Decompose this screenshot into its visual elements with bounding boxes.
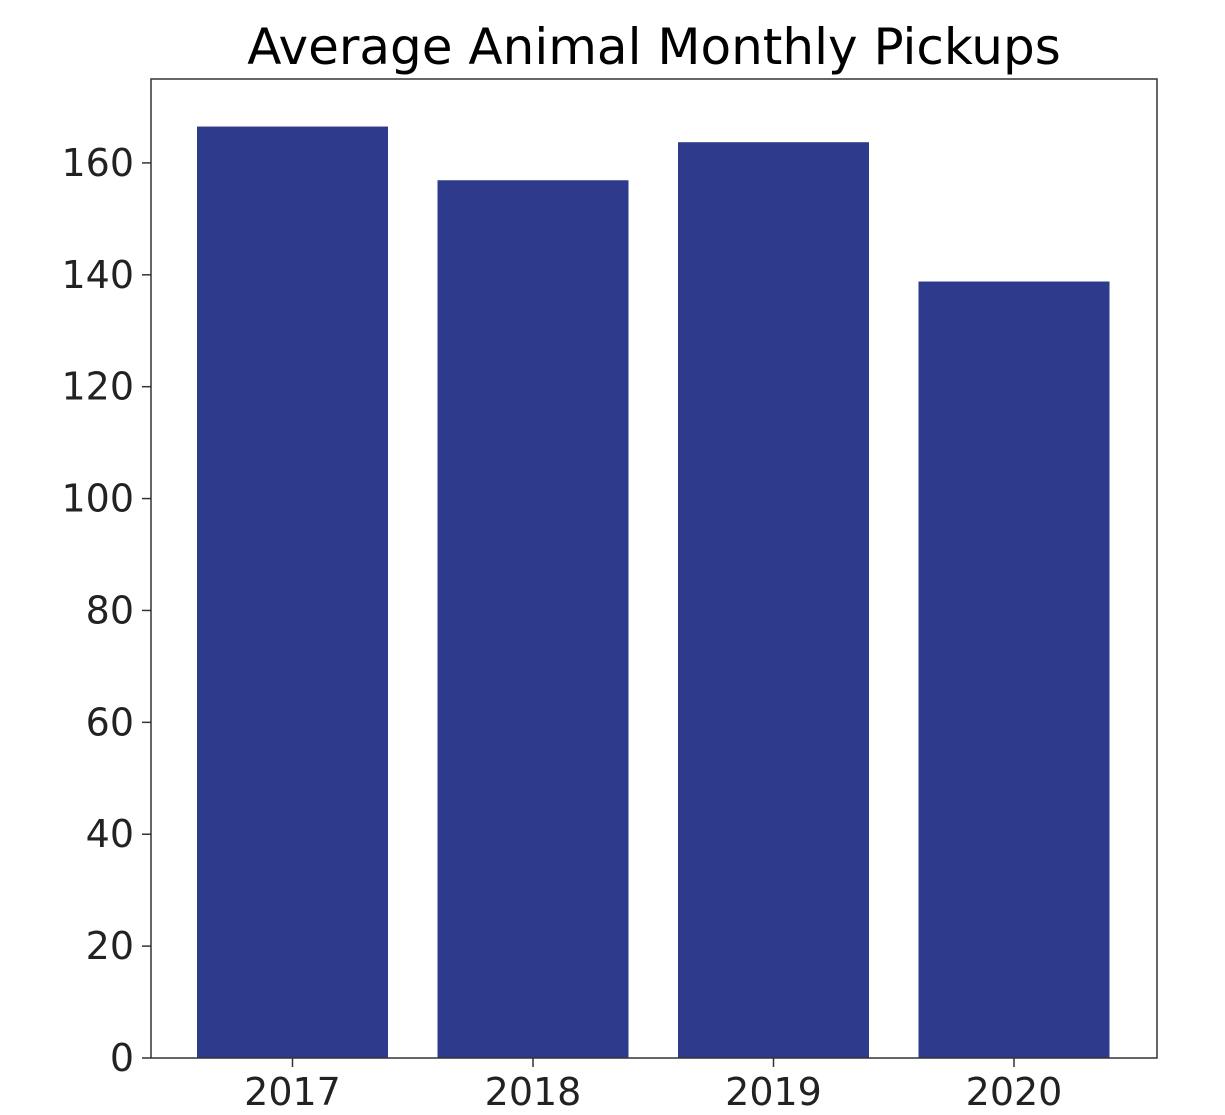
y-tick-label: 0 xyxy=(110,1036,134,1080)
x-tick-label: 2017 xyxy=(244,1070,341,1114)
bar-2019 xyxy=(678,142,869,1058)
plot-frame xyxy=(150,78,1158,1059)
y-tick-label: 60 xyxy=(86,700,134,744)
chart-title: Average Animal Monthly Pickups xyxy=(247,18,1061,76)
bars-group xyxy=(197,126,1110,1058)
y-tick-label: 20 xyxy=(86,924,134,968)
x-tick-label: 2019 xyxy=(725,1070,822,1114)
y-tick-label: 140 xyxy=(61,253,134,297)
y-tick-label: 100 xyxy=(61,477,134,521)
x-tick-label: 2020 xyxy=(966,1070,1063,1114)
y-tick-label: 120 xyxy=(61,365,134,409)
y-axis: 0 20 40 60 80 100 120 140 160 xyxy=(61,141,151,1080)
x-axis: 2017 2018 2019 2020 xyxy=(244,1058,1062,1114)
bar-2020 xyxy=(918,281,1110,1058)
bar-2018 xyxy=(437,180,629,1058)
bar-2017 xyxy=(197,126,388,1058)
x-tick-label: 2018 xyxy=(485,1070,582,1114)
y-tick-label: 160 xyxy=(61,141,134,185)
y-tick-label: 40 xyxy=(86,812,134,856)
y-tick-label: 80 xyxy=(86,588,134,632)
